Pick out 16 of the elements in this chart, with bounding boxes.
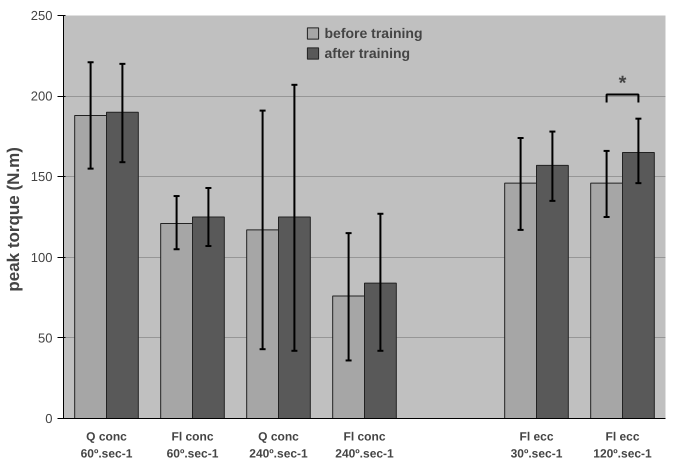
- x-tick-label: Fl ecc 30º.sec-1: [510, 430, 563, 460]
- x-tick-label: Fl ecc 120º.sec-1: [593, 430, 652, 460]
- annotation: *: [618, 72, 627, 94]
- y-tick-label: 0: [45, 411, 53, 426]
- y-tick-label: 50: [38, 330, 53, 346]
- x-tick-label: Fl conc 60º.sec-1: [166, 430, 219, 460]
- x-tick-label: Fl conc 240º.sec-1: [335, 430, 394, 460]
- legend-label: after training: [324, 45, 410, 61]
- x-tick-label: Q conc 60º.sec-1: [80, 430, 133, 460]
- y-tick-label: 250: [30, 8, 53, 23]
- y-tick-label: 150: [30, 169, 53, 184]
- legend-label: before training: [324, 25, 423, 41]
- y-tick-label: 100: [30, 250, 53, 265]
- y-tick-label: 200: [30, 88, 53, 104]
- x-tick-label: Q conc 240º.sec-1: [249, 430, 308, 460]
- y-axis-title: peak torque (N.m): [4, 147, 23, 292]
